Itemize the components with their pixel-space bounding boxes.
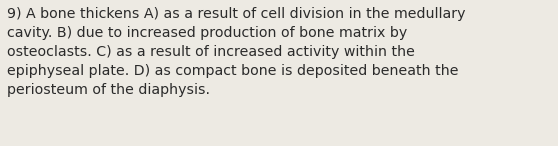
- Text: 9) A bone thickens A) as a result of cell division in the medullary
cavity. B) d: 9) A bone thickens A) as a result of cel…: [7, 7, 466, 97]
